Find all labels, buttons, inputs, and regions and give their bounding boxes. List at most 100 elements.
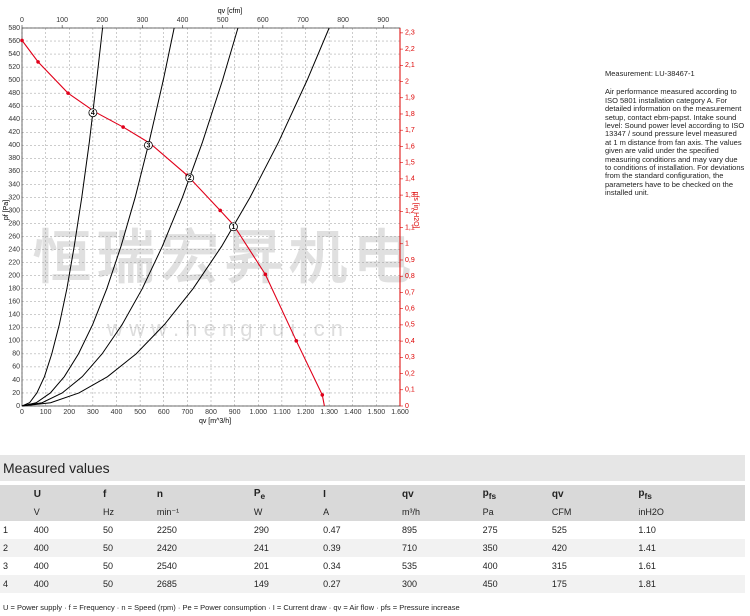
operating-point	[143, 140, 153, 150]
data-cell: 420	[548, 539, 636, 557]
data-cell: 0.34	[323, 561, 341, 571]
data-cell: 535	[401, 561, 417, 571]
data-cell: 0.27	[320, 575, 399, 593]
x2-tick-label: 400	[177, 17, 189, 24]
x2-tick-label: 100	[56, 17, 68, 24]
y2-tick-label: 0,4	[405, 338, 415, 345]
y2-tick-label: 0,1	[405, 387, 415, 394]
y-tick-label: 420	[8, 129, 20, 136]
data-cell: 710	[398, 539, 480, 557]
data-row: 2 400 50 2420 241 0.39 710 350 420 1.41	[0, 539, 745, 557]
unit-cell	[0, 503, 31, 521]
y-tick-label: 0	[16, 403, 20, 410]
header-sub: e	[260, 490, 266, 501]
data-cell: 241	[250, 539, 321, 557]
curve-point	[320, 393, 325, 397]
y2-tick-label: 0,2	[405, 370, 415, 377]
data-cell: 201	[253, 561, 269, 571]
curve-point	[66, 91, 70, 95]
header-cell: f	[100, 485, 154, 503]
operating-point-label: 4	[91, 110, 95, 117]
y-tick-label: 60	[12, 364, 20, 371]
data-cell: 300	[398, 575, 480, 593]
y-tick-label: 340	[8, 181, 20, 188]
header-cell: qv	[398, 485, 480, 503]
data-cell: 2420	[153, 539, 251, 557]
header-cell: pfs	[479, 485, 549, 503]
unit-cell: A	[320, 503, 399, 521]
y-axis-title: pf [Pa]	[3, 200, 10, 220]
y2-tick-label: 2,2	[405, 46, 415, 53]
data-cell: 290	[253, 525, 269, 535]
data-cell: 50	[103, 561, 114, 571]
y-tick-label: 280	[8, 220, 20, 227]
operating-point-label: 3	[146, 143, 150, 150]
curve-point	[263, 272, 268, 277]
y-tick-label: 460	[8, 103, 20, 110]
footnote: U = Power supply · f = Frequency · n = S…	[3, 603, 460, 612]
description: Air performance measured according to IS…	[605, 87, 745, 198]
unit-cell: inH2O	[635, 503, 745, 521]
y-tick-label: 220	[8, 259, 20, 266]
data-cell: 400	[30, 539, 101, 557]
header-cell: Pe	[250, 485, 321, 503]
x2-tick-label: 200	[96, 17, 108, 24]
data-cell: 1	[3, 525, 9, 535]
x-axis-title: qv [m^3/h]	[199, 418, 231, 425]
curve-point	[218, 208, 223, 213]
y-tick-label: 200	[8, 272, 20, 279]
y-tick-label: 540	[8, 51, 20, 58]
unit-cell: Pa	[479, 503, 549, 521]
unit-cell: V	[30, 503, 101, 521]
y2-tick-label: 1,2	[405, 208, 415, 215]
y2-tick-label: 1,1	[405, 224, 415, 231]
y-tick-label: 360	[8, 168, 20, 175]
y2-tick-label: 2	[405, 78, 409, 85]
x2-tick-label: 800	[337, 17, 349, 24]
y-tick-label: 560	[8, 38, 20, 45]
y2-tick-label: 0,6	[405, 306, 415, 313]
y-tick-label: 440	[8, 116, 20, 123]
y2-tick-label: 2,3	[405, 30, 415, 37]
x-tick-label: 1.300	[320, 409, 338, 416]
x2-tick-label: 0	[20, 17, 24, 24]
data-cell: 0.39	[320, 539, 399, 557]
series-line	[21, 27, 330, 407]
curve-point	[36, 60, 40, 64]
y-tick-label: 120	[8, 325, 20, 332]
x-tick-label: 100	[40, 409, 52, 416]
header-sub: fs	[644, 490, 652, 501]
x-tick-label: 700	[182, 409, 194, 416]
operating-point-label: 2	[188, 175, 192, 182]
x2-tick-label: 500	[217, 17, 229, 24]
header-cell	[0, 485, 31, 503]
x-tick-label: 1.500	[368, 409, 386, 416]
header-cell: pfs	[635, 485, 745, 503]
y2-tick-label: 1,8	[405, 111, 415, 118]
section-title: Measured values	[0, 455, 745, 481]
data-cell: 149	[250, 575, 321, 593]
y-tick-label: 500	[8, 77, 20, 84]
y-tick-label: 140	[8, 312, 20, 319]
data-cell: 275	[482, 525, 498, 535]
y2-tick-label: 1,5	[405, 159, 415, 166]
y2-tick-label: 1,3	[405, 192, 415, 199]
data-cell: 0.47	[323, 525, 341, 535]
y-tick-label: 300	[8, 207, 20, 214]
x2-axis-title: qv [cfm]	[218, 8, 243, 15]
y-tick-label: 260	[8, 233, 20, 240]
y2-tick-label: 0	[405, 403, 409, 410]
y-tick-label: 180	[8, 286, 20, 293]
unit-cell: CFM	[548, 503, 636, 521]
y-tick-label: 20	[12, 390, 20, 397]
curve-point	[20, 38, 24, 43]
series-line	[21, 40, 325, 407]
y2-tick-label: 0,7	[405, 289, 415, 296]
y2-tick-label: 0,3	[405, 354, 415, 361]
y-tick-label: 380	[8, 155, 20, 162]
data-row: 4 400 50 2685 149 0.27 300 450 175 1.81	[0, 575, 745, 593]
x-tick-label: 800	[205, 409, 217, 416]
header-main: p	[638, 487, 645, 499]
